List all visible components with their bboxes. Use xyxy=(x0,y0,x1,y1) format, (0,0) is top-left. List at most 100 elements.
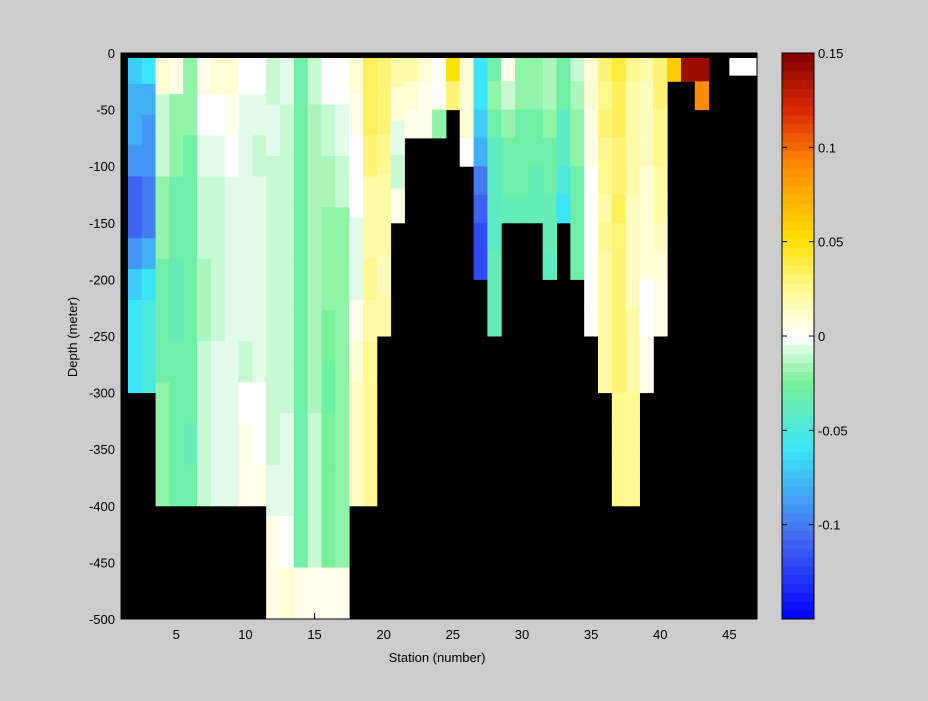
heatmap-cell xyxy=(611,477,627,507)
heatmap-cell xyxy=(653,222,668,252)
heatmap-cell xyxy=(556,81,571,111)
heatmap-cell xyxy=(335,155,350,208)
heatmap-cell xyxy=(210,382,226,424)
heatmap-cell xyxy=(556,194,571,224)
heatmap-cell xyxy=(542,137,558,167)
heatmap-cell xyxy=(598,81,613,111)
heatmap-cell xyxy=(335,516,350,569)
colorbar-segment xyxy=(782,282,814,293)
heatmap-cell xyxy=(252,94,267,136)
colorbar-segment xyxy=(782,53,814,63)
heatmap-cell xyxy=(611,307,627,337)
heatmap-cell xyxy=(542,222,558,252)
heatmap-cell xyxy=(335,310,350,363)
colorbar-segment xyxy=(782,512,814,523)
colorbar-segment xyxy=(782,229,814,240)
heatmap-cell xyxy=(362,53,378,95)
heatmap-cell xyxy=(280,567,295,620)
heatmap-cell xyxy=(362,341,378,383)
heatmap-cell xyxy=(210,176,226,219)
heatmap-cell xyxy=(183,53,198,95)
heatmap-cell xyxy=(155,217,170,260)
colorbar-segment xyxy=(782,424,814,434)
heatmap-cell xyxy=(307,310,322,363)
colorbar-segment xyxy=(782,415,814,425)
heatmap-cell xyxy=(376,214,392,256)
heatmap-cell xyxy=(307,155,322,208)
heatmap-cell xyxy=(349,176,364,219)
colorbar-segment xyxy=(782,265,814,275)
colorbar-segment xyxy=(782,203,814,213)
colorbar: 0.15 0.1 0.05 0 -0.05 -0.1 xyxy=(781,46,848,620)
colorbar-segment xyxy=(782,442,814,452)
heatmap-cell xyxy=(570,194,585,224)
heatmap-cell xyxy=(528,166,544,195)
heatmap-cell xyxy=(570,137,585,167)
heatmap-cell xyxy=(321,258,336,311)
colorbar-segment xyxy=(782,477,814,487)
heatmap-cell xyxy=(155,53,170,95)
colorbar-segment xyxy=(782,327,814,337)
heatmap-cell xyxy=(266,516,281,569)
x-tick-label: 40 xyxy=(653,627,667,642)
heatmap-cell xyxy=(335,464,350,517)
heatmap-cell xyxy=(639,166,654,195)
colorbar-segment xyxy=(782,256,814,266)
heatmap-cell xyxy=(598,251,613,280)
colorbar-segment xyxy=(782,574,814,585)
heatmap-cell xyxy=(183,94,198,136)
heatmap-cell xyxy=(487,109,502,139)
heatmap-cell xyxy=(598,307,613,337)
heatmap-cell xyxy=(321,104,336,157)
colorbar-segment xyxy=(782,592,814,602)
heatmap-cell xyxy=(252,341,267,383)
heatmap-cell xyxy=(459,109,475,139)
heatmap-cell xyxy=(570,53,585,82)
heatmap-cell xyxy=(639,109,654,139)
heatmap-cell xyxy=(155,382,170,424)
heatmap-cell xyxy=(155,258,170,301)
heatmap-cell xyxy=(694,81,710,111)
heatmap-cell xyxy=(280,464,295,517)
colorbar-segment xyxy=(782,433,814,443)
heatmap-cell xyxy=(210,464,226,507)
heatmap-cell xyxy=(127,299,143,332)
heatmap-cell xyxy=(349,217,364,260)
colorbar-segment xyxy=(782,406,814,417)
heatmap-cell xyxy=(197,341,212,383)
heatmap-cell xyxy=(266,464,281,517)
heatmap-cell xyxy=(266,207,281,260)
heatmap-cell xyxy=(238,382,253,424)
heatmap-cell xyxy=(238,94,253,136)
heatmap-cell xyxy=(183,217,198,260)
colorbar-segment xyxy=(782,610,814,620)
heatmap-cell xyxy=(238,341,253,383)
heatmap-cell xyxy=(694,53,710,82)
heatmap-cell xyxy=(183,176,198,219)
heatmap-cell xyxy=(266,310,281,363)
heatmap-cell xyxy=(321,155,336,208)
heatmap-cell xyxy=(169,258,184,301)
heatmap-cell xyxy=(376,255,392,297)
colorbar-segment xyxy=(782,486,814,496)
heatmap-cell xyxy=(238,299,253,342)
y-tick-label: -100 xyxy=(89,159,115,174)
heatmap-cell xyxy=(155,341,170,383)
heatmap-cell xyxy=(224,176,240,219)
heatmap-cell xyxy=(183,299,198,342)
colorbar-segment xyxy=(782,565,814,576)
heatmap-cell xyxy=(611,194,627,224)
heatmap-cell xyxy=(611,166,627,195)
heatmap-cell xyxy=(127,145,143,177)
heatmap-cell xyxy=(515,81,530,111)
heatmap-cell xyxy=(197,299,212,342)
heatmap-cell xyxy=(307,258,322,311)
colorbar-segment xyxy=(782,79,814,89)
heatmap-cell xyxy=(625,222,640,252)
heatmap-cell xyxy=(611,364,627,394)
heatmap-cell xyxy=(362,423,378,466)
heatmap-cell xyxy=(432,109,447,139)
heatmap-cell xyxy=(515,109,530,139)
heatmap-cell xyxy=(653,279,668,309)
heatmap-cell xyxy=(376,295,392,337)
